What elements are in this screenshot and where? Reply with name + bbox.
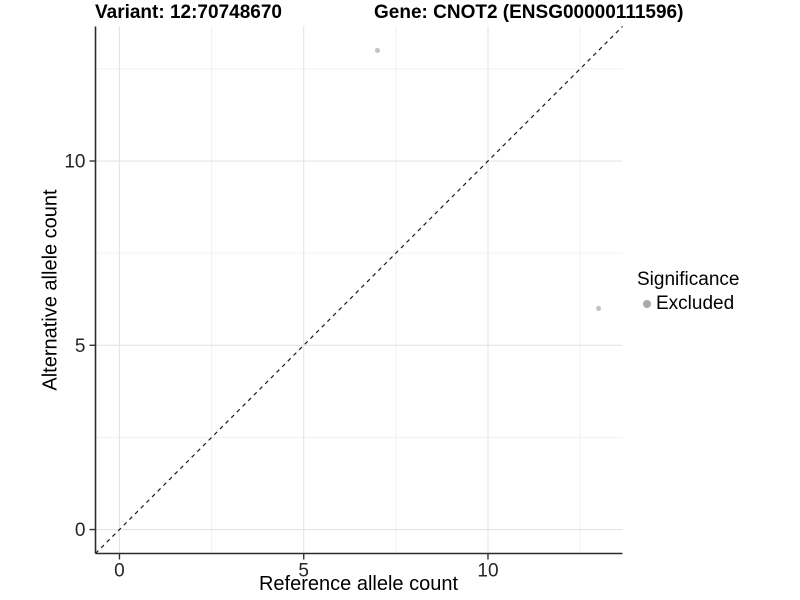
y-tick-label: 0	[75, 520, 86, 541]
y-axis-title: Alternative allele count	[39, 189, 62, 391]
y-tick-label: 5	[75, 336, 86, 357]
x-axis-title: Reference allele count	[258, 573, 458, 595]
x-tick-label: 5	[298, 561, 309, 582]
x-tick-label: 0	[114, 561, 125, 582]
data-point	[374, 47, 380, 53]
legend-entry-label: Excluded	[656, 293, 735, 314]
x-tick-label: 10	[477, 561, 498, 582]
legend-entry-excluded: Excluded	[637, 293, 739, 315]
legend-point-icon	[643, 300, 651, 308]
variant-title: Variant: 12:70748670	[95, 2, 282, 23]
legend-title: Significance	[637, 269, 740, 290]
legend: Significance Excluded	[637, 269, 739, 315]
y-tick-label: 10	[64, 152, 85, 173]
data-point	[596, 305, 602, 311]
identity-dashed-line	[95, 26, 623, 554]
gene-title: Gene: CNOT2 (ENSG00000111596)	[374, 2, 684, 23]
